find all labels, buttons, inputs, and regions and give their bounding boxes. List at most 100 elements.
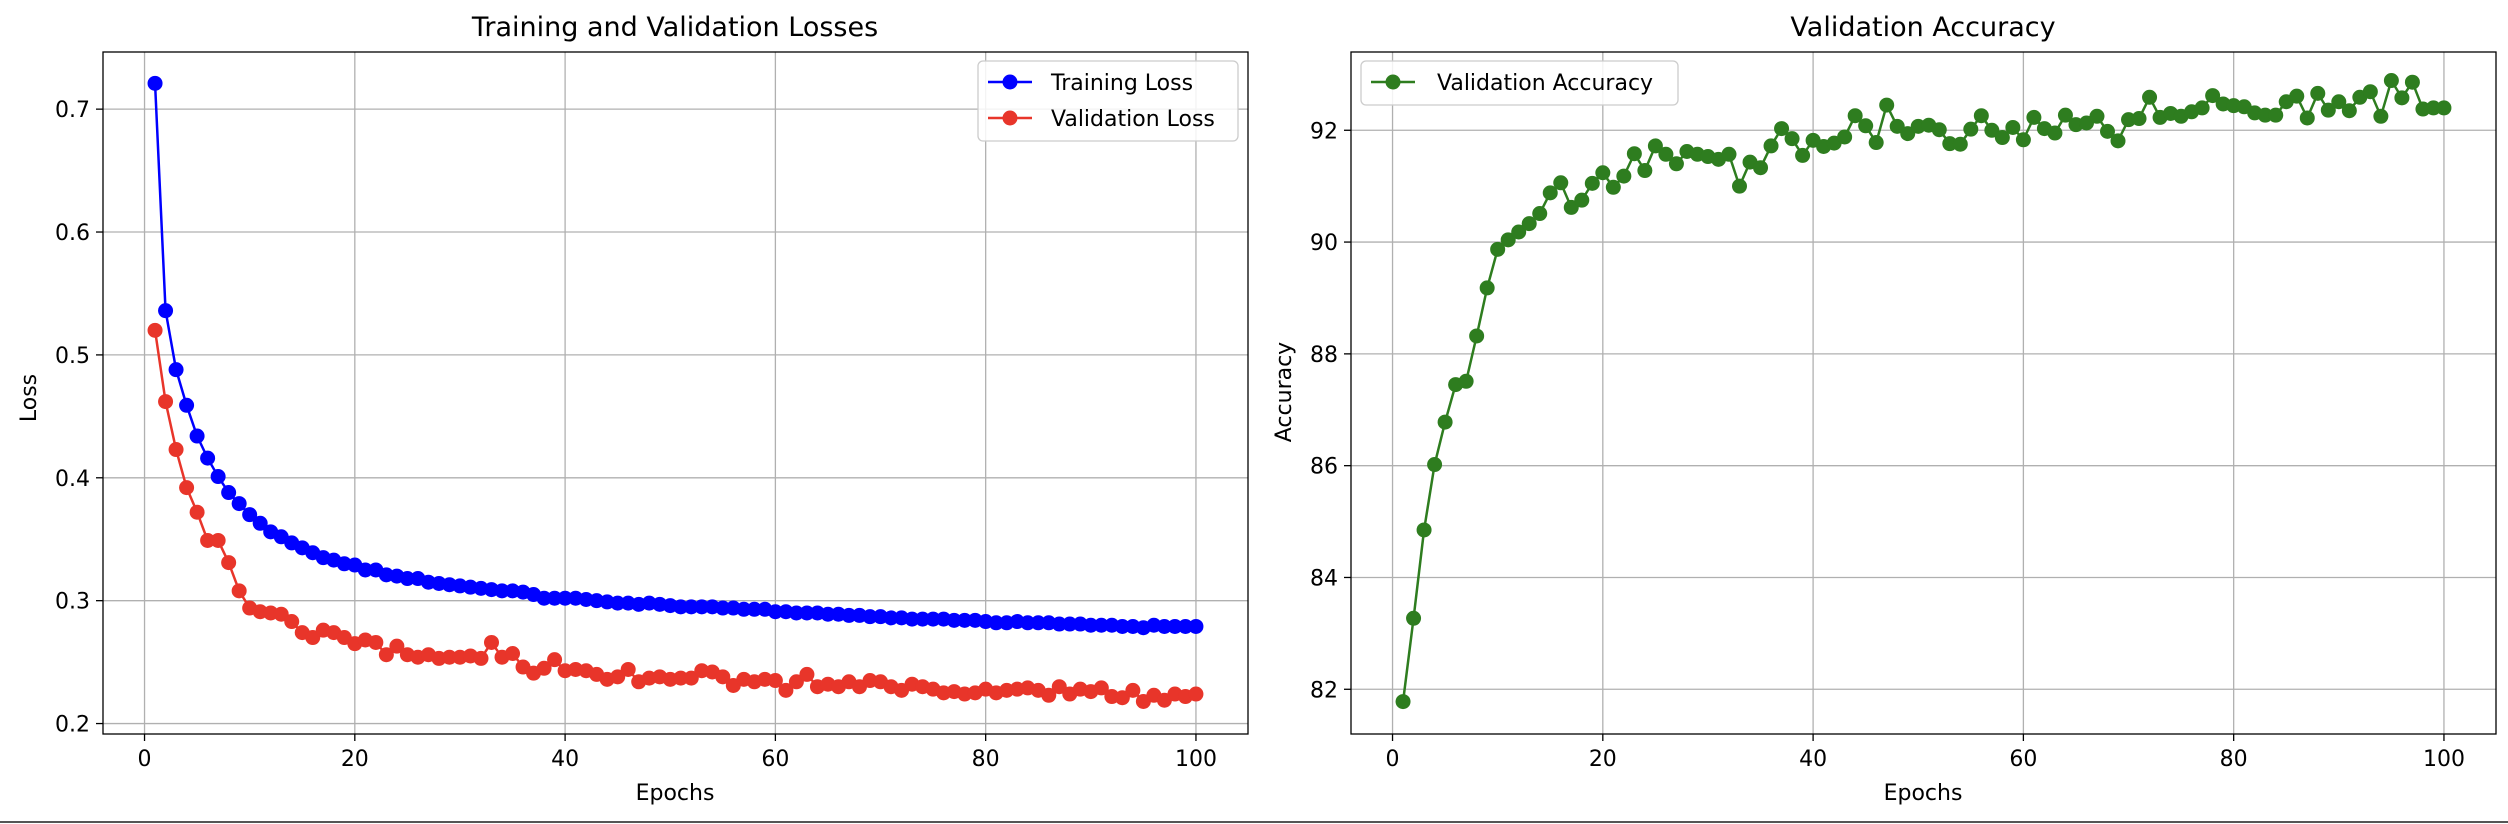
accuracy-data [1395, 73, 2452, 710]
validation-accuracy-point [1542, 185, 1558, 201]
validation-loss-point [778, 682, 794, 698]
validation-accuracy-point [1521, 216, 1537, 232]
training-loss-point [1114, 618, 1130, 634]
validation-accuracy-point [2341, 103, 2357, 119]
validation-loss-point [620, 661, 636, 677]
training-loss-point [179, 397, 195, 413]
training-loss-point [536, 590, 552, 606]
validation-loss-point [547, 652, 563, 668]
validation-accuracy-point [1406, 610, 1422, 626]
validation-accuracy-point [1479, 280, 1495, 296]
validation-accuracy-point [2131, 111, 2147, 127]
losses-y-axis-label: Loss [17, 374, 42, 422]
training-loss-point [1177, 618, 1193, 634]
legend-training-loss-marker [1002, 74, 1018, 90]
training-loss-point [1062, 616, 1078, 632]
validation-loss-point [158, 394, 174, 410]
losses-grid [103, 52, 1248, 734]
accuracy-x-tick-label: 60 [2009, 747, 2037, 772]
validation-accuracy-point [1868, 135, 1884, 151]
validation-accuracy-point [2142, 89, 2158, 105]
accuracy-x-tick-label: 40 [1799, 747, 1827, 772]
validation-accuracy-point [1774, 121, 1790, 137]
validation-accuracy-point [1626, 146, 1642, 162]
losses-ticks: 0 20 40 60 80 100 0.2 0.3 0.4 0.5 0.6 0.7 [55, 98, 1217, 772]
validation-loss-point [305, 630, 321, 646]
validation-loss-point [378, 647, 394, 663]
validation-accuracy-point [2436, 100, 2452, 116]
validation-loss-point [1093, 680, 1109, 696]
accuracy-ticks: 0 20 40 60 80 100 82 84 86 88 90 92 [1310, 119, 2465, 772]
validation-loss-point [673, 670, 689, 686]
losses-y-tick-label: 0.6 [55, 221, 90, 246]
losses-data [147, 75, 1204, 709]
validation-accuracy-point [1984, 122, 2000, 138]
validation-accuracy-point [1511, 224, 1527, 240]
legend-validation-accuracy-label: Validation Accuracy [1437, 71, 1653, 96]
validation-accuracy-point [2394, 90, 2410, 106]
training-loss-point [1083, 617, 1099, 633]
training-loss-point [862, 609, 878, 625]
training-loss-point [1051, 616, 1067, 632]
validation-accuracy-point [1889, 118, 1905, 134]
validation-accuracy-point [1763, 138, 1779, 154]
losses-y-tick-label: 0.7 [55, 98, 90, 123]
training-loss-point [799, 605, 815, 621]
training-loss-point [399, 571, 415, 587]
validation-accuracy-point [1847, 108, 1863, 124]
validation-accuracy-point [2057, 107, 2073, 123]
validation-loss-point [147, 322, 163, 338]
validation-accuracy-point [1658, 146, 1674, 162]
validation-loss-point [179, 480, 195, 496]
accuracy-y-tick-label: 86 [1310, 455, 1338, 480]
validation-accuracy-point [1395, 694, 1411, 710]
validation-accuracy-point [1994, 130, 2010, 146]
legend-validation-loss-label: Validation Loss [1051, 107, 1215, 132]
validation-loss-point [767, 673, 783, 689]
validation-loss-point [473, 650, 489, 666]
validation-accuracy-point [2257, 107, 2273, 123]
training-loss-point [841, 607, 857, 623]
training-loss-point [1188, 618, 1204, 634]
validation-loss-point [1114, 690, 1130, 706]
losses-chart-title: Training and Validation Losses [471, 12, 878, 43]
validation-loss-point [368, 634, 384, 650]
validation-accuracy-point [2194, 100, 2210, 116]
validation-accuracy-point [2299, 110, 2315, 126]
validation-loss-point [231, 583, 247, 599]
validation-accuracy-point [1437, 414, 1453, 430]
accuracy-x-tick-label: 20 [1589, 747, 1617, 772]
validation-accuracy-point [1553, 175, 1569, 191]
losses-chart: Training and Validation Losses Epochs Lo… [17, 12, 1249, 806]
training-loss-point [694, 599, 710, 615]
accuracy-y-tick-label: 84 [1310, 566, 1338, 591]
validation-loss-point [284, 614, 300, 630]
training-loss-point [557, 590, 573, 606]
accuracy-y-tick-label: 82 [1310, 678, 1338, 703]
accuracy-chart: Validation Accuracy Epochs Accuracy 0 20 4… [1272, 12, 2497, 806]
accuracy-grid [1351, 52, 2496, 734]
validation-accuracy-point [2383, 73, 2399, 89]
validation-accuracy-point [1753, 160, 1769, 176]
losses-x-tick-label: 60 [761, 747, 789, 772]
losses-y-tick-label: 0.2 [55, 713, 90, 738]
training-loss-point [147, 75, 163, 91]
validation-accuracy-point [2331, 94, 2347, 110]
validation-accuracy-point [2205, 88, 2221, 104]
training-loss-point [820, 606, 836, 622]
validation-accuracy-point [1963, 121, 1979, 137]
legend-training-loss-label: Training Loss [1050, 71, 1193, 96]
accuracy-y-axis-label: Accuracy [1272, 342, 1297, 442]
validation-accuracy-point [1500, 232, 1516, 248]
validation-loss-point [273, 606, 289, 622]
training-loss-point [1020, 615, 1036, 631]
validation-accuracy-point [2015, 132, 2031, 148]
training-loss-point [1093, 617, 1109, 633]
accuracy-y-tick-label: 88 [1310, 343, 1338, 368]
validation-loss-point [715, 669, 731, 685]
losses-x-tick-label: 40 [551, 747, 579, 772]
accuracy-x-tick-label: 0 [1386, 747, 1400, 772]
validation-accuracy-point [1931, 122, 1947, 138]
training-loss-point [673, 599, 689, 615]
